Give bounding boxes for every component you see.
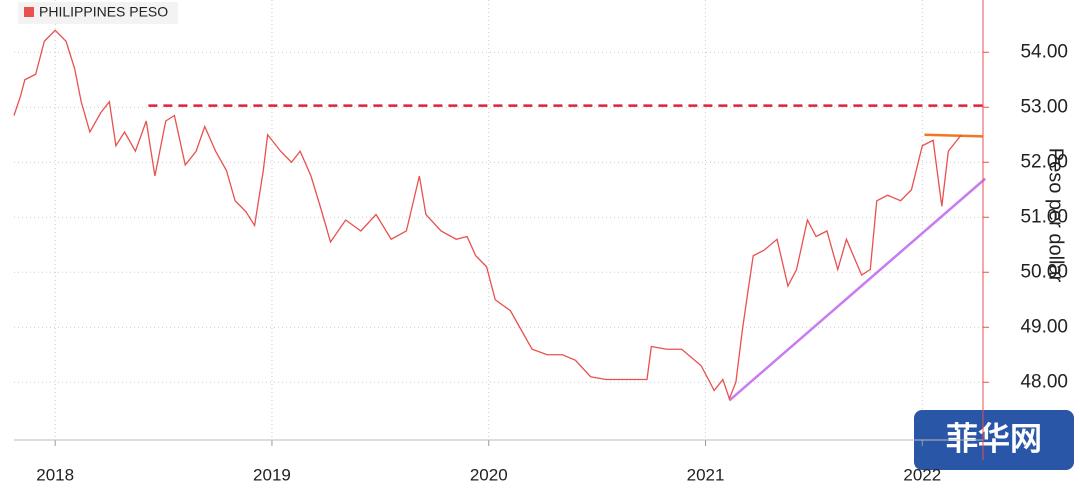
x-tick-label: 2020 bbox=[470, 465, 508, 484]
x-tick-label: 2022 bbox=[903, 465, 941, 484]
y-tick-label: 48.00 bbox=[1020, 371, 1068, 392]
watermark: 菲华网 bbox=[946, 420, 1042, 456]
reference-line bbox=[924, 133, 984, 138]
line-series bbox=[13, 29, 962, 401]
legend-label: PHILIPPINES PESO bbox=[39, 4, 168, 20]
y-tick-label: 49.00 bbox=[1020, 316, 1068, 337]
y-tick-label: 51.00 bbox=[1020, 206, 1068, 227]
x-tick-label: 2019 bbox=[253, 465, 291, 484]
y-tick-label: 52.00 bbox=[1020, 151, 1068, 172]
watermark-box bbox=[914, 410, 1074, 470]
legend-box bbox=[18, 2, 178, 24]
y-tick-label: 50.00 bbox=[1020, 261, 1068, 282]
x-tick-label: 2021 bbox=[687, 465, 725, 484]
y-axis-label: Peso per dollar bbox=[1045, 148, 1067, 283]
y-tick-label: 53.00 bbox=[1020, 96, 1068, 117]
reference-line bbox=[728, 177, 986, 402]
x-tick-label: 2018 bbox=[36, 465, 74, 484]
plot-area bbox=[14, 0, 983, 440]
legend-swatch bbox=[24, 7, 34, 17]
y-tick-label: 54.00 bbox=[1020, 41, 1068, 62]
